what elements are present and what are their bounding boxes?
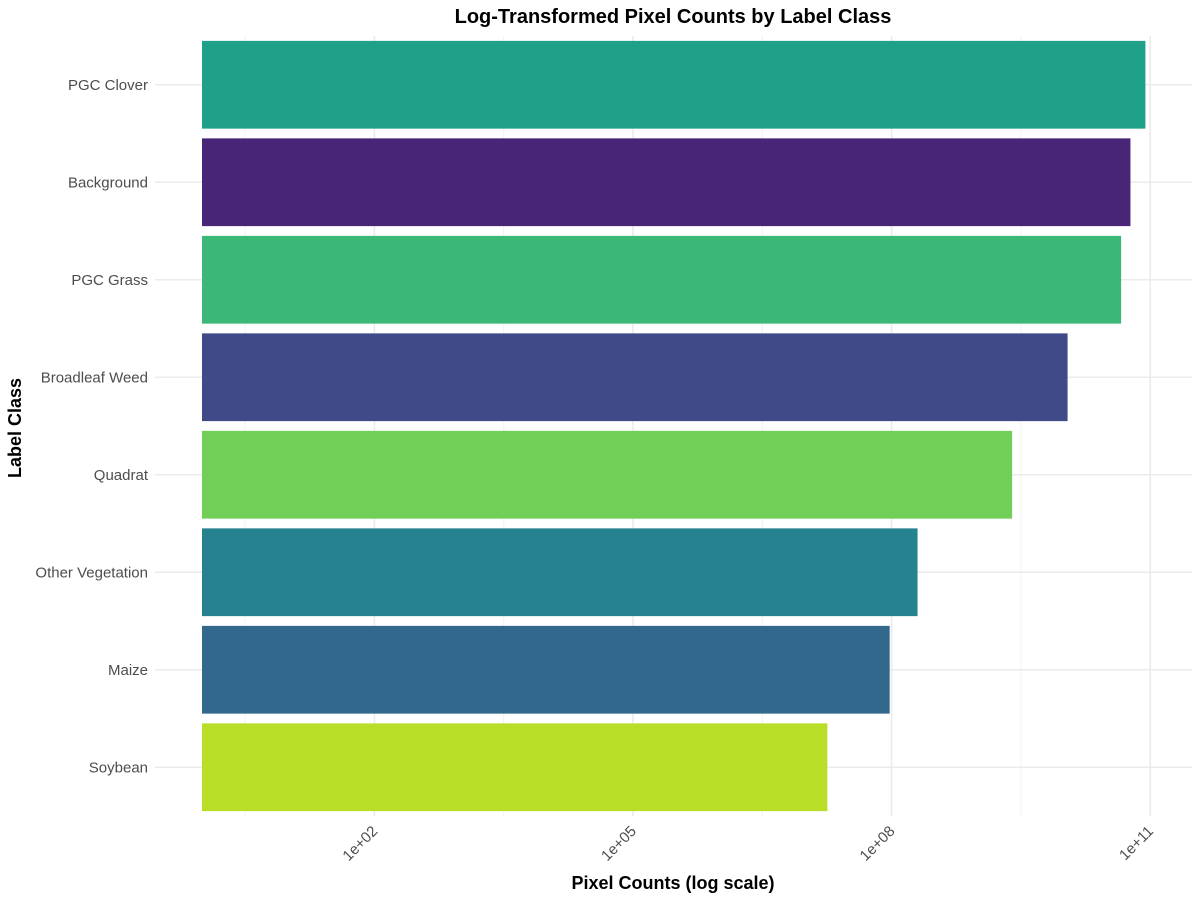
x-tick-label: 1e+02 <box>339 823 381 865</box>
y-tick-label: Soybean <box>89 759 148 776</box>
bars <box>202 40 1146 812</box>
bar <box>202 40 1146 129</box>
y-tick-label: PGC Grass <box>71 272 148 289</box>
bar <box>202 528 918 617</box>
x-tick-label: 1e+11 <box>1116 823 1157 864</box>
y-tick-label: Broadleaf Weed <box>41 369 148 386</box>
x-tick-label: 1e+05 <box>598 823 640 865</box>
bar <box>202 723 828 812</box>
y-tick-labels: PGC Clover Background PGC Grass Broadleaf W… <box>35 77 148 777</box>
chart-title: Log-Transformed Pixel Counts by Label Cl… <box>455 6 892 28</box>
bar <box>202 333 1068 422</box>
y-tick-label: Quadrat <box>94 467 149 484</box>
y-tick-label: Maize <box>108 662 148 679</box>
bar <box>202 138 1131 227</box>
y-tick-label: Background <box>68 174 148 191</box>
bar <box>202 625 890 714</box>
x-tick-labels: 1e+02 1e+05 1e+08 1e+11 <box>339 823 1157 865</box>
y-tick-label: Other Vegetation <box>35 564 148 581</box>
x-axis-title: Pixel Counts (log scale) <box>571 873 774 893</box>
y-tick-label: PGC Clover <box>68 77 148 94</box>
bar <box>202 430 1013 519</box>
y-axis-title: Label Class <box>5 378 25 478</box>
bar <box>202 235 1122 324</box>
x-tick-label: 1e+08 <box>857 823 899 865</box>
